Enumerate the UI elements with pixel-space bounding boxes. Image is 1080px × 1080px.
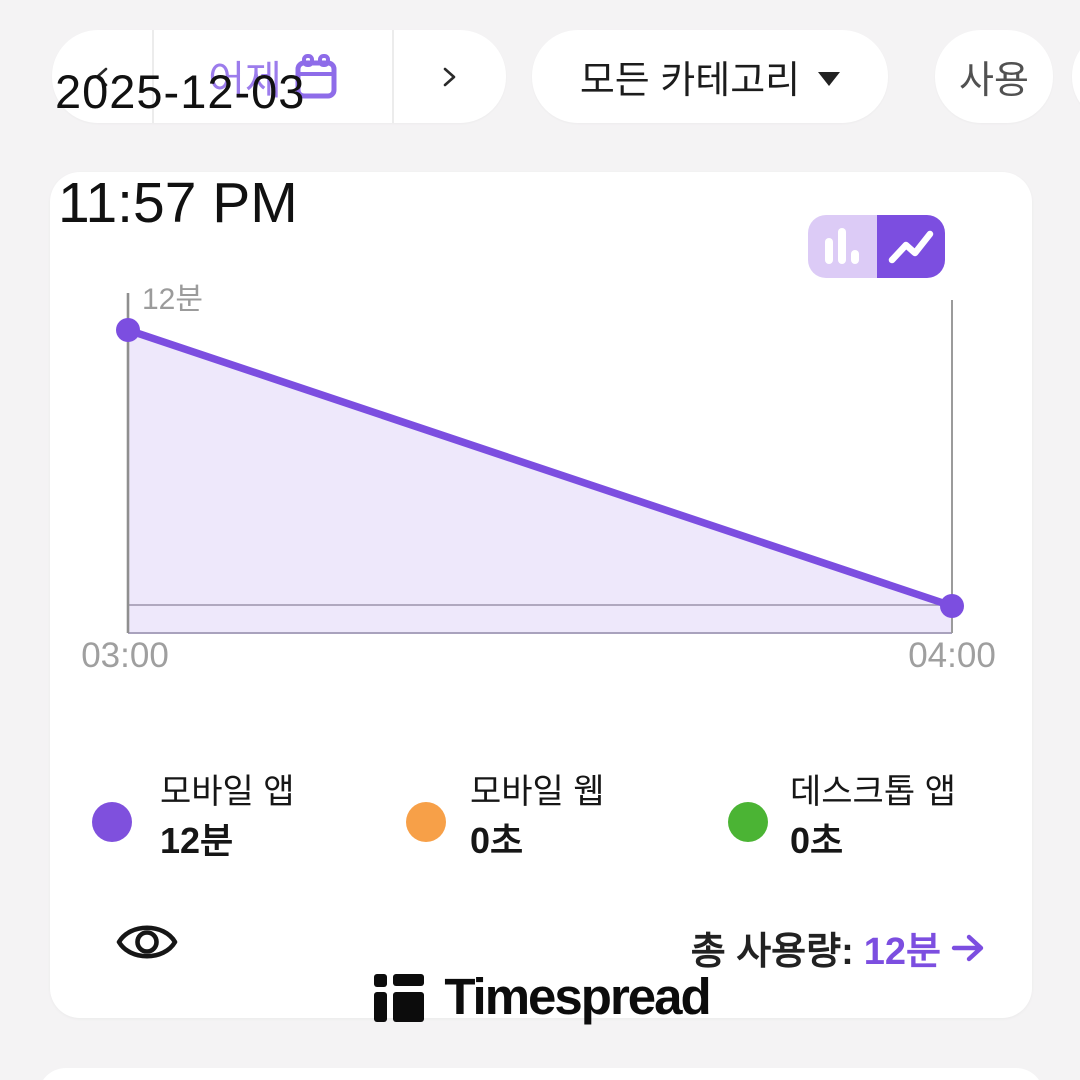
selected-day-label: 어제: [208, 58, 282, 103]
next-day-button[interactable]: [394, 30, 504, 123]
caret-down-icon: [818, 71, 841, 86]
next-section-card: [38, 1068, 1044, 1080]
date-picker-button[interactable]: 어제: [152, 30, 394, 123]
brand-name: Timespread: [444, 967, 711, 1025]
line-chart-toggle-button[interactable]: [876, 215, 945, 278]
legend-label: 데스크톱 앱: [790, 773, 956, 811]
total-usage-link[interactable]: 총 사용량: 12분: [691, 920, 985, 975]
total-usage-label: 총 사용량:: [690, 931, 854, 973]
usage-tab[interactable]: 사용: [935, 30, 1053, 123]
legend-item-desktop-app: 데스크톱 앱 0초: [790, 768, 956, 866]
current-time-label: 11:57 PM: [58, 171, 298, 235]
chart-type-toggle: [808, 215, 945, 278]
legend-item-mobile-app: 모바일 앱 12분: [160, 768, 295, 866]
brand-watermark: Timespread: [0, 966, 1080, 1026]
legend-dot-desktop-app: [728, 802, 768, 842]
arrow-right-icon: [951, 934, 984, 961]
data-point-end: [940, 594, 964, 618]
next-tab-partial[interactable]: [1072, 30, 1080, 123]
legend-label: 모바일 앱: [160, 773, 295, 811]
date-navigation: 어제: [52, 30, 506, 123]
timespread-logo-icon: [374, 974, 425, 1022]
prev-day-button[interactable]: [52, 30, 152, 123]
category-dropdown[interactable]: 모든 카테고리: [532, 30, 888, 123]
date-overlay-label: 2025-12-03: [55, 65, 306, 118]
chevron-right-icon: [443, 67, 456, 86]
usage-chart-card: 11:57 PM 12분 03:00 04:00: [50, 171, 1032, 1018]
legend-dot-mobile-app: [92, 802, 132, 842]
usage-tab-label: 사용: [959, 60, 1029, 102]
bar-chart-toggle-button[interactable]: [808, 215, 877, 278]
x-tick-end: 04:00: [908, 636, 996, 675]
usage-line-chart[interactable]: [50, 272, 1032, 652]
chevron-left-icon: [95, 67, 108, 86]
line-chart-icon: [888, 230, 933, 263]
calendar-icon: [295, 53, 337, 98]
legend-value: 0초: [470, 820, 524, 861]
chart-canvas: [116, 293, 964, 634]
legend-dot-mobile-web: [406, 802, 446, 842]
bar-chart-icon: [825, 227, 860, 264]
category-dropdown-label: 모든 카테고리: [579, 60, 801, 102]
eye-icon: [116, 925, 178, 959]
x-tick-start: 03:00: [81, 636, 169, 675]
legend-value: 12분: [160, 820, 234, 861]
legend-value: 0초: [790, 820, 844, 861]
data-point-start: [116, 318, 140, 342]
legend-item-mobile-web: 모바일 웹 0초: [470, 768, 605, 866]
visibility-toggle-button[interactable]: [110, 914, 184, 970]
total-usage-value: 12분: [863, 931, 941, 973]
legend-label: 모바일 웹: [470, 773, 605, 811]
y-max-label: 12분: [142, 283, 203, 316]
